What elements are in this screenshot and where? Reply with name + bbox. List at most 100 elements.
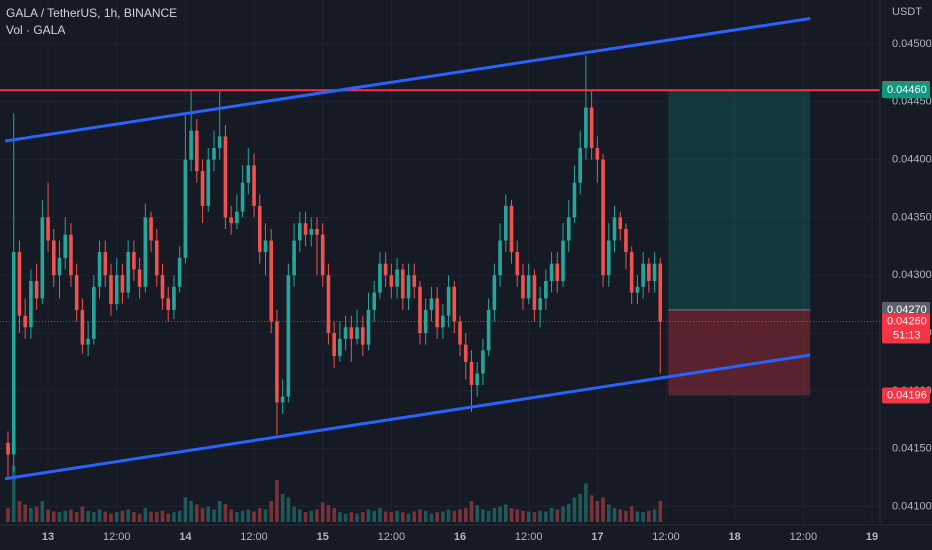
- volume-bar: [217, 501, 222, 522]
- volume-bar: [103, 511, 108, 522]
- candle-body: [286, 275, 291, 397]
- candle-body: [412, 275, 417, 287]
- x-tick-label: 19: [866, 531, 878, 543]
- volume-bar: [29, 508, 33, 522]
- candle-body: [217, 136, 222, 149]
- volume-bar: [481, 509, 485, 522]
- candle-body: [177, 257, 182, 287]
- volume-bar: [309, 510, 314, 522]
- volume-bar: [223, 503, 228, 522]
- volume-bar: [498, 506, 502, 522]
- candle-body: [595, 148, 600, 160]
- candle-body: [69, 234, 73, 276]
- candle-body: [647, 263, 651, 282]
- candle-body: [458, 321, 462, 345]
- candle-body: [326, 275, 331, 334]
- volume-bar: [34, 506, 39, 522]
- candle-body: [378, 263, 382, 293]
- volume-bar: [538, 510, 542, 522]
- candle-body: [189, 130, 193, 160]
- candle-body: [658, 263, 663, 322]
- volume-bar: [275, 480, 279, 522]
- x-tick-label: 12:00: [240, 531, 268, 543]
- candle-body: [612, 217, 617, 241]
- candle-body: [355, 327, 359, 339]
- volume-bar: [624, 510, 628, 522]
- volume-bar: [63, 510, 68, 522]
- candle-body: [589, 107, 594, 149]
- candle-body: [492, 275, 497, 310]
- y-axis-label: USDT: [892, 6, 922, 18]
- volume-bar: [57, 512, 62, 522]
- candle-body: [349, 327, 354, 339]
- volume-bar: [389, 512, 394, 522]
- candle-body: [435, 298, 439, 328]
- volume-bar: [355, 513, 359, 522]
- price-label-box: [882, 313, 930, 344]
- candle-body: [629, 252, 634, 293]
- volume-bar: [503, 504, 508, 522]
- volume-bar: [298, 509, 302, 522]
- volume-bar: [332, 508, 336, 522]
- x-tick-label: 13: [42, 531, 54, 543]
- volume-bar: [240, 510, 245, 522]
- volume-bar: [612, 508, 617, 522]
- candle-body: [275, 321, 279, 403]
- price-label-box: [882, 82, 930, 99]
- volume-bar: [572, 497, 577, 522]
- stop-zone: [668, 309, 811, 396]
- trendline: [4, 17, 811, 143]
- chart-title: GALA / TetherUS, 1h, BINANCE: [6, 6, 177, 20]
- candle-body: [263, 240, 268, 253]
- y-tick-label: 0.04400: [892, 153, 932, 165]
- volume-bar: [303, 512, 308, 522]
- volume-bar: [86, 510, 90, 522]
- candle-body: [51, 240, 56, 276]
- volume-bar: [195, 504, 199, 522]
- candle-body: [166, 298, 171, 310]
- price-label-box: [882, 387, 930, 404]
- candle-body: [17, 252, 22, 316]
- volume-bar: [378, 508, 382, 522]
- volume-bar: [383, 511, 388, 522]
- candle-body: [320, 234, 325, 276]
- volume-bar: [618, 509, 623, 522]
- volume-bar: [92, 512, 96, 522]
- price-label: 0.04260: [887, 315, 927, 327]
- x-tick-label: 12:00: [652, 531, 680, 543]
- candle-body: [549, 263, 554, 282]
- candle-body: [195, 130, 199, 172]
- volume-bar: [338, 512, 342, 522]
- candle-body: [229, 217, 233, 224]
- candle-body: [463, 344, 468, 362]
- volume-bar: [11, 466, 16, 522]
- candle-body: [63, 234, 68, 258]
- candle-body: [11, 252, 16, 455]
- candle-body: [498, 240, 502, 276]
- volume-bar: [137, 513, 142, 522]
- volume-bar: [515, 509, 520, 522]
- candle-body: [315, 228, 319, 235]
- volume-bar: [601, 497, 605, 522]
- volume-bar: [326, 505, 331, 522]
- volume-bar: [406, 513, 411, 522]
- y-tick-label: 0.04450: [892, 96, 932, 108]
- candle-body: [538, 298, 542, 310]
- volume-bar: [395, 510, 399, 522]
- candle-body: [269, 240, 274, 322]
- candle-body: [80, 309, 85, 345]
- candle-body: [303, 223, 308, 235]
- volume-bar: [486, 510, 491, 522]
- candle-body: [446, 286, 451, 316]
- volume-bar: [315, 509, 319, 522]
- y-tick-label: 0.04150: [892, 443, 932, 455]
- candle-body: [429, 298, 434, 310]
- countdown: 51:13: [893, 329, 921, 341]
- candle-body: [137, 269, 142, 287]
- volume-bar: [578, 494, 582, 522]
- candle-body: [624, 228, 628, 253]
- price-label: 0.04270: [887, 304, 927, 316]
- volume-bar: [212, 509, 216, 522]
- candle-body: [641, 263, 645, 287]
- candle-body: [120, 275, 125, 293]
